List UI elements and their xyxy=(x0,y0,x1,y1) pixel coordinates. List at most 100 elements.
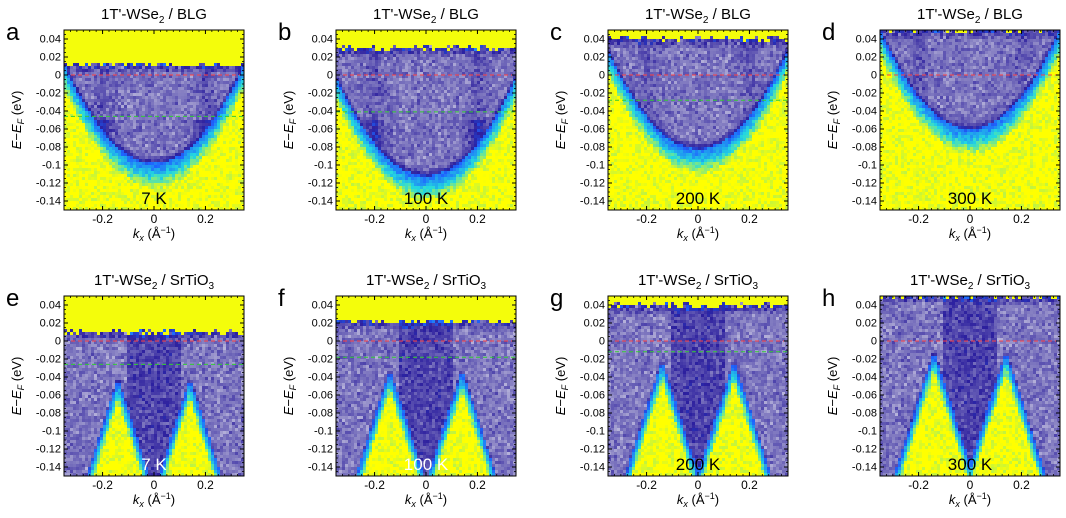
y-tick-label: 0.02 xyxy=(856,318,877,330)
y-tick-label: 0.02 xyxy=(40,52,61,64)
panel-letter: f xyxy=(278,285,285,312)
y-tick-label: 0.04 xyxy=(856,34,877,46)
y-tick-label: 0.04 xyxy=(584,300,605,312)
x-tick-label: 0.2 xyxy=(741,212,758,226)
panel-letter: e xyxy=(6,285,19,312)
y-axis-label: E−EF (eV) xyxy=(9,91,26,150)
y-tick-label: 0 xyxy=(599,336,605,348)
y-tick-label: 0.02 xyxy=(856,52,877,64)
y-tick-label: -0.06 xyxy=(36,124,61,136)
panel-g: 0.04 0.02 0 -0.02 -0.04 -0.06 -0.08 -0.1 -0.12 -0… xyxy=(550,272,789,509)
panel-title: 1T'-WSe2 / SrTiO3 xyxy=(366,272,487,292)
y-tick-label: 0 xyxy=(327,70,333,82)
heatmap xyxy=(608,296,788,476)
y-tick-label: -0.04 xyxy=(308,372,333,384)
y-tick-label: -0.02 xyxy=(852,354,877,366)
heatmap xyxy=(880,30,1060,210)
y-tick-label: -0.08 xyxy=(308,142,333,154)
y-tick-label: 0.04 xyxy=(856,300,877,312)
heatmap xyxy=(336,296,516,476)
heatmap xyxy=(336,30,516,210)
y-tick-label: -0.12 xyxy=(852,178,877,190)
y-tick-label: -0.06 xyxy=(36,390,61,402)
panel-f: 0.04 0.02 0 -0.02 -0.04 -0.06 -0.08 -0.1 -0.12 -0… xyxy=(278,272,517,509)
y-tick-label: -0.04 xyxy=(36,106,61,118)
panel-e: 0.04 0.02 0 -0.02 -0.04 -0.06 -0.08 -0.1 -0.12 -0… xyxy=(6,272,245,509)
y-tick-label: -0.1 xyxy=(586,426,605,438)
y-tick-label: -0.1 xyxy=(42,426,61,438)
y-tick-label: -0.02 xyxy=(580,88,605,100)
heatmap xyxy=(64,30,244,210)
y-tick-label: -0.08 xyxy=(580,408,605,420)
panel-title: 1T'-WSe2 / SrTiO3 xyxy=(94,272,215,292)
x-tick-label: -0.2 xyxy=(908,212,929,226)
temperature-label: 300 K xyxy=(948,455,993,474)
y-tick-label: -0.08 xyxy=(308,408,333,420)
panel-title: 1T'-WSe2 / BLG xyxy=(373,6,479,26)
y-tick-label: 0.02 xyxy=(312,52,333,64)
x-tick-label: 0.2 xyxy=(197,212,214,226)
y-tick-label: -0.04 xyxy=(308,106,333,118)
y-tick-label: -0.12 xyxy=(580,178,605,190)
panel-title: 1T'-WSe2 / BLG xyxy=(645,6,751,26)
y-axis-label: E−EF (eV) xyxy=(553,357,570,416)
y-tick-label: -0.08 xyxy=(36,142,61,154)
x-tick-label: -0.2 xyxy=(636,212,657,226)
y-tick-label: -0.04 xyxy=(580,372,605,384)
y-tick-label: 0.02 xyxy=(312,318,333,330)
x-axis-label: kx (Å−1) xyxy=(405,491,447,509)
temperature-label: 200 K xyxy=(676,189,721,208)
x-axis-label: kx (Å−1) xyxy=(133,225,175,243)
x-tick-label: -0.2 xyxy=(364,478,385,492)
x-tick-label: 0 xyxy=(967,212,974,226)
y-tick-label: 0.04 xyxy=(40,34,61,46)
x-tick-label: 0 xyxy=(967,478,974,492)
y-tick-label: -0.02 xyxy=(308,354,333,366)
y-axis-label: E−EF (eV) xyxy=(281,357,298,416)
y-tick-label: 0 xyxy=(327,336,333,348)
y-tick-label: 0.02 xyxy=(584,52,605,64)
y-tick-label: -0.14 xyxy=(580,196,605,208)
panel-title: 1T'-WSe2 / SrTiO3 xyxy=(910,272,1031,292)
x-tick-label: 0 xyxy=(151,478,158,492)
heatmap xyxy=(880,296,1060,476)
temperature-label: 100 K xyxy=(404,455,449,474)
x-tick-label: -0.2 xyxy=(636,478,657,492)
y-tick-label: -0.06 xyxy=(852,390,877,402)
y-tick-label: -0.12 xyxy=(852,444,877,456)
panel-title: 1T'-WSe2 / SrTiO3 xyxy=(638,272,759,292)
y-tick-label: -0.14 xyxy=(852,462,877,474)
y-tick-label: -0.1 xyxy=(858,160,877,172)
x-tick-label: 0.2 xyxy=(469,478,486,492)
y-tick-label: -0.12 xyxy=(36,444,61,456)
y-tick-label: 0 xyxy=(871,70,877,82)
y-axis-label: E−EF (eV) xyxy=(825,357,842,416)
x-axis-label: kx (Å−1) xyxy=(677,491,719,509)
y-tick-label: -0.04 xyxy=(852,372,877,384)
y-tick-label: -0.1 xyxy=(858,426,877,438)
x-tick-label: 0 xyxy=(423,478,430,492)
x-tick-label: 0.2 xyxy=(197,478,214,492)
y-tick-label: -0.04 xyxy=(580,106,605,118)
y-axis-label: E−EF (eV) xyxy=(553,91,570,150)
panel-letter: b xyxy=(278,19,291,46)
y-tick-label: 0.04 xyxy=(312,300,333,312)
temperature-label: 7 K xyxy=(141,189,167,208)
y-tick-label: -0.1 xyxy=(586,160,605,172)
x-tick-label: -0.2 xyxy=(92,478,113,492)
y-tick-label: -0.04 xyxy=(36,372,61,384)
y-tick-label: -0.12 xyxy=(308,178,333,190)
x-axis-label: kx (Å−1) xyxy=(405,225,447,243)
x-axis-label: kx (Å−1) xyxy=(133,491,175,509)
x-tick-label: -0.2 xyxy=(364,212,385,226)
panel-letter: g xyxy=(550,285,563,312)
y-tick-label: -0.14 xyxy=(852,196,877,208)
y-tick-label: -0.1 xyxy=(314,160,333,172)
y-tick-label: -0.04 xyxy=(852,106,877,118)
temperature-label: 7 K xyxy=(141,455,167,474)
x-axis-label: kx (Å−1) xyxy=(949,491,991,509)
y-tick-label: -0.08 xyxy=(36,408,61,420)
y-tick-label: -0.08 xyxy=(852,408,877,420)
y-tick-label: 0.02 xyxy=(40,318,61,330)
y-tick-label: -0.06 xyxy=(852,124,877,136)
